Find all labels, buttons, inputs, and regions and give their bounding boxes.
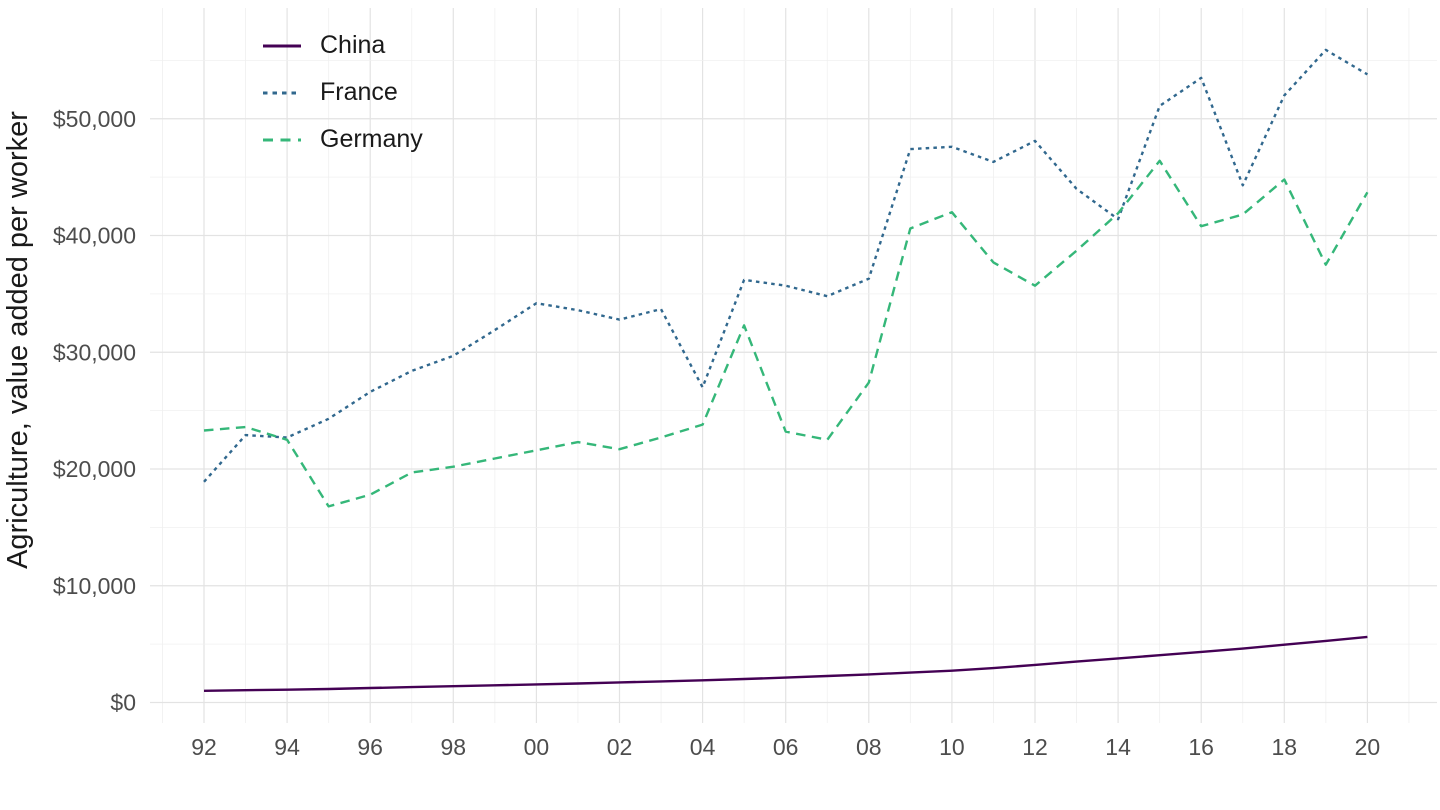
legend-label-france: France <box>320 78 398 106</box>
legend-key-line-germany <box>263 138 301 141</box>
y-tick-label: $40,000 <box>53 223 136 249</box>
series-line-china <box>203 635 1368 692</box>
x-tick-label: 14 <box>1105 734 1131 760</box>
x-tick-label: 02 <box>607 734 633 760</box>
legend: China France Germany <box>262 22 423 163</box>
legend-key-line-china <box>263 44 301 47</box>
y-tick-label: $20,000 <box>53 456 136 482</box>
x-tick-label: 92 <box>191 734 217 760</box>
x-tick-label: 18 <box>1272 734 1298 760</box>
series-line-germany <box>203 159 1369 508</box>
legend-item-china: China <box>262 22 423 69</box>
legend-label-china: China <box>320 31 386 59</box>
y-axis-title: Agriculture, value added per worker <box>2 111 34 569</box>
x-tick-label: 98 <box>441 734 467 760</box>
legend-item-france: France <box>262 69 423 116</box>
x-tick-label: 20 <box>1355 734 1381 760</box>
x-tick-label: 06 <box>773 734 799 760</box>
y-tick-label: $30,000 <box>53 339 136 365</box>
x-tick-label: 96 <box>357 734 383 760</box>
legend-key-line-france <box>263 91 301 94</box>
x-tick-label: 00 <box>524 734 550 760</box>
x-tick-label: 12 <box>1022 734 1048 760</box>
x-tick-label: 08 <box>856 734 882 760</box>
y-tick-label: $10,000 <box>53 573 136 599</box>
y-tick-label: $0 <box>110 690 136 716</box>
x-tick-label: 94 <box>274 734 300 760</box>
x-tick-label: 10 <box>939 734 965 760</box>
legend-item-germany: Germany <box>262 116 423 163</box>
legend-label-germany: Germany <box>320 125 423 153</box>
y-tick-label: $50,000 <box>53 106 136 132</box>
x-tick-label: 16 <box>1188 734 1214 760</box>
x-tick-label: 04 <box>690 734 716 760</box>
